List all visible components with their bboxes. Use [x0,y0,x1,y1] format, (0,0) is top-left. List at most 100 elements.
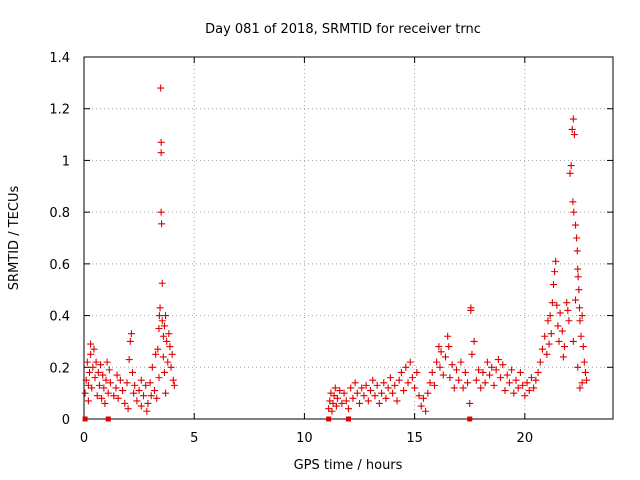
chart-title: Day 081 of 2018, SRMTID for receiver trn… [205,22,481,37]
y-tick-label: 0.4 [49,310,70,325]
data-point [137,376,145,384]
x-tick-label: 5 [190,431,198,446]
data-point [124,405,132,413]
data-point [530,384,538,392]
data-point [516,368,524,376]
data-point [369,376,377,384]
data-point [137,402,145,410]
data-point [98,394,106,402]
data-point [162,389,170,397]
data-point [331,384,339,392]
x-tick-label: 10 [296,431,313,446]
data-point [430,381,438,389]
data-point [373,381,381,389]
data-point [92,358,100,366]
zero-marker [105,416,111,422]
data-point [332,402,340,410]
data-point [333,394,341,402]
data-point [328,407,336,415]
data-point [133,397,141,405]
x-tick-label: 0 [80,431,88,446]
data-point [527,374,535,382]
data-point [413,368,421,376]
data-point [466,399,474,407]
data-point [499,361,507,369]
data-point [470,337,478,345]
data-point [411,384,419,392]
data-point [483,358,491,366]
zero-marker [326,416,332,422]
data-point [569,115,577,123]
data-point [166,343,174,351]
data-point [570,208,578,216]
data-point [538,345,546,353]
data-point [169,376,177,384]
data-point [510,389,518,397]
data-point [523,379,531,387]
data-point [147,392,155,400]
y-tick-label: 0 [62,413,70,428]
zero-marker [82,416,88,422]
data-point [84,397,92,405]
data-point [167,363,175,371]
data-point [148,363,156,371]
data-point [547,330,555,338]
data-point [87,350,95,358]
data-point [467,306,475,314]
data-point [568,125,576,133]
data-point [158,317,166,325]
data-point [358,384,366,392]
y-tick-label: 0.8 [49,206,70,221]
data-point [551,268,559,276]
data-point [514,384,522,392]
data-point [364,397,372,405]
data-point [86,368,94,376]
data-point [426,379,434,387]
data-point [103,358,111,366]
data-point [121,399,129,407]
data-point [160,322,168,330]
data-point [555,337,563,345]
data-point [573,234,581,242]
data-point [131,381,139,389]
data-point [143,407,151,415]
data-point [345,405,352,413]
x-tick-label: 15 [406,431,423,446]
data-point [81,389,89,397]
data-point [475,366,483,374]
data-point [554,322,562,330]
data-point [563,299,571,307]
data-point [353,389,361,397]
data-point [455,376,463,384]
data-point [574,273,582,281]
data-point [130,389,138,397]
data-point [564,306,572,314]
data-point [508,366,516,374]
data-point [544,317,552,325]
data-point [164,358,172,366]
data-point [395,376,403,384]
data-point [101,399,109,407]
data-point [581,368,589,376]
data-point [481,379,489,387]
data-point [384,384,392,392]
data-point [497,374,505,382]
data-point [362,381,370,389]
data-point [144,399,152,407]
data-point [351,379,359,387]
data-point [477,384,485,392]
zero-marker [346,416,351,422]
data-point [349,394,357,402]
data-point [95,381,103,389]
data-point [579,343,587,351]
data-point [151,387,159,395]
data-point [152,350,160,358]
data-point [575,304,583,312]
data-point [556,309,564,317]
data-point [488,363,496,371]
data-point [88,384,96,392]
data-point [389,389,397,397]
data-point [104,389,112,397]
data-point [90,345,98,353]
